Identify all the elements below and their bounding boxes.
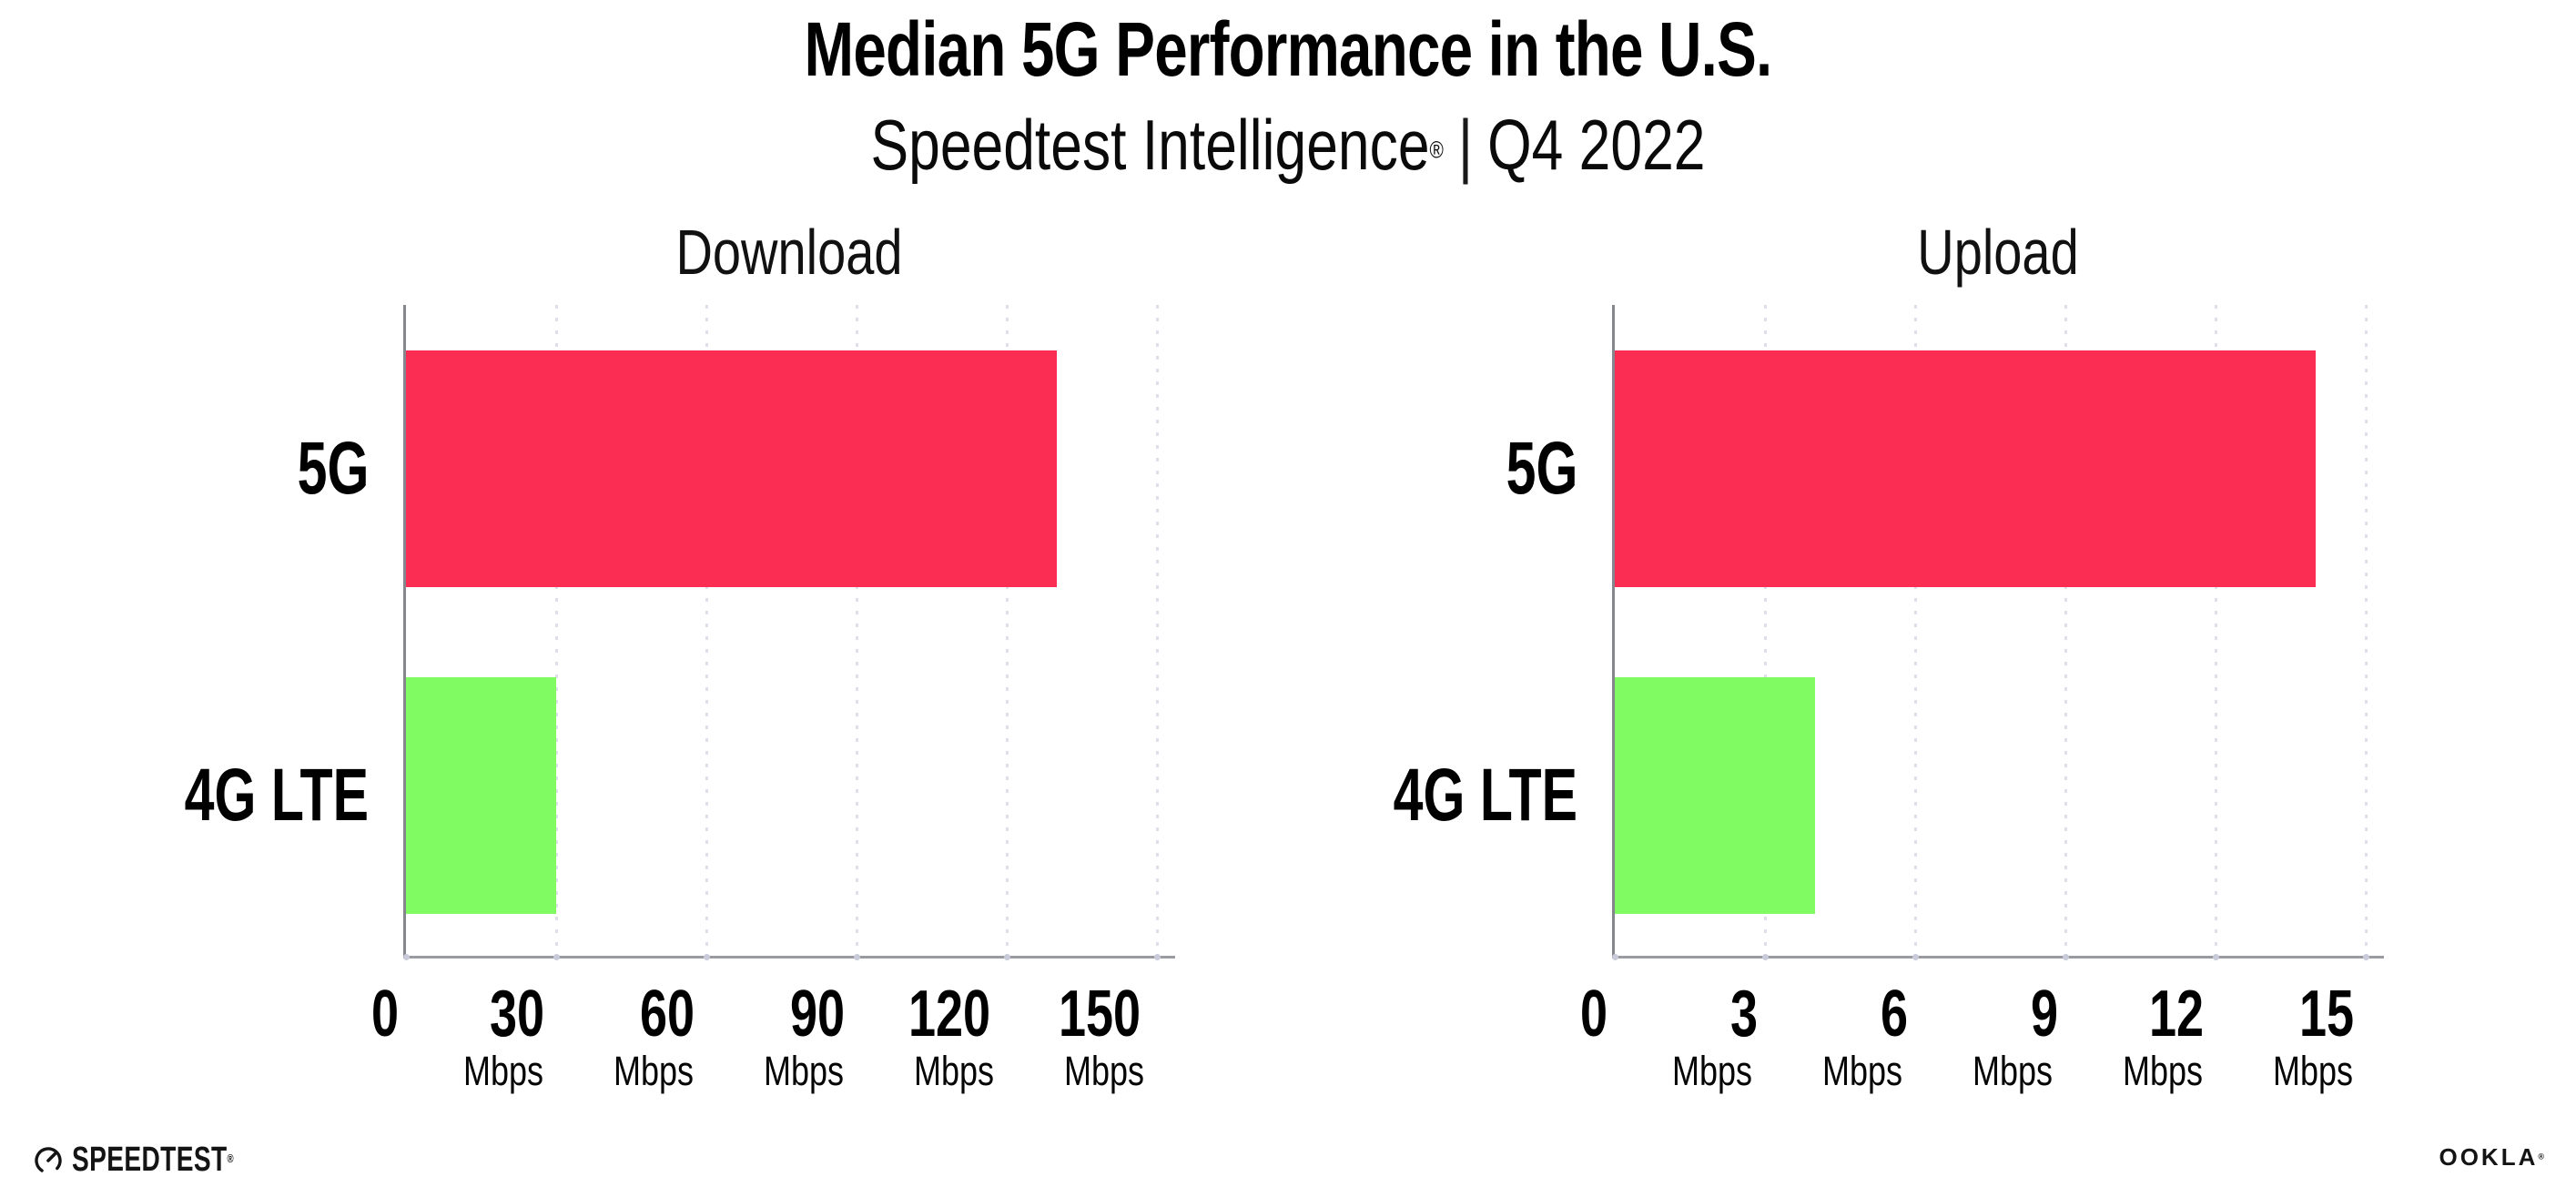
x-tick-unit: Mbps [1821,1048,1903,1094]
category-label-4g-lte: 4G LTE [1393,753,1577,837]
x-tick-unit: Mbps [2122,1048,2204,1094]
chart-title-upload: Upload [1917,217,2079,288]
x-tick-unit: Mbps [1972,1048,2054,1094]
x-tick-number: 15 [2298,978,2354,1050]
subtitle-brand: Speedtest Intelligence [870,105,1430,185]
x-tick-unit: Mbps [1671,1048,1753,1094]
speedtest-gauge-icon [35,1147,62,1174]
bar-4g-lte [406,677,556,914]
x-tick-unit: Mbps [613,1048,695,1094]
registered-trademark-icon: ® [1429,136,1444,164]
category-label-4g-lte: 4G LTE [184,753,369,837]
gridline [554,305,558,956]
axis-tick-dot [1153,954,1161,960]
x-tick-number: 150 [1058,978,1141,1050]
chart-main-title: Median 5G Performance in the U.S. [804,6,1773,92]
x-tick-number: 12 [2148,978,2204,1050]
x-tick-number: 6 [1880,978,1909,1050]
y-axis-labels: 5G 4G LTE [137,305,369,959]
category-label-5g: 5G [1506,426,1577,510]
ookla-registered-icon: ® [2538,1151,2544,1161]
plot-area-download [402,305,1175,960]
x-tick-unit: Mbps [763,1048,845,1094]
axis-tick-dot [1912,954,1919,960]
bar-5g [406,350,1057,587]
speedtest-logo: SPEEDTEST® [32,1141,290,1179]
gridline [1913,305,1917,956]
chart-panel-upload: Upload 5G 4G LTE 0 3 Mbps 6 Mbps 9 Mbps 12 Mbps 15 Mb… [1345,217,2384,1094]
ookla-logo: OOKLA® [2439,1145,2544,1169]
gridline [2064,305,2067,956]
x-tick-number: 90 [789,978,845,1050]
x-tick-number: 9 [2030,978,2059,1050]
axis-tick-dot [1003,954,1010,960]
axis-tick-dot [1761,954,1769,960]
axis-tick-dot [853,954,860,960]
x-tick-number: 30 [489,978,544,1050]
chart-subtitle: Speedtest Intelligence® | Q4 2022 [258,109,2318,180]
axis-tick-dot [2362,954,2369,960]
gridline [1763,305,1767,956]
gridline [1005,305,1009,956]
y-axis-labels: 5G 4G LTE [1345,305,1577,959]
bar-4g-lte [1615,677,1815,914]
axis-tick-dot [402,954,410,960]
subtitle-period: Q4 2022 [1487,105,1706,185]
speedtest-registered-icon: ® [227,1151,234,1165]
x-tick-unit: Mbps [913,1048,995,1094]
axis-tick-dot [2062,954,2069,960]
x-tick-number: 60 [639,978,695,1050]
category-label-5g: 5G [297,426,369,510]
axis-tick-dot [2212,954,2219,960]
chart-panel-download: Download 5G 4G LTE 0 30 Mbps 60 Mbps 90 Mbps 120 Mb… [137,217,1175,1094]
x-axis-tick-labels: 0 30 Mbps 60 Mbps 90 Mbps 120 Mbps 150 Mbps [371,961,1175,1094]
axis-tick-dot [553,954,560,960]
gridline [1155,305,1159,956]
chart-title-download: Download [675,217,903,288]
gridline [2364,305,2368,956]
gridline [855,305,858,956]
plot-area-upload [1611,305,2384,960]
axis-tick-dot [1611,954,1618,960]
subtitle-separator: | [1457,105,1474,185]
x-tick-number: 0 [370,978,400,1050]
x-tick-number: 0 [1579,978,1608,1050]
x-tick-unit: Mbps [2272,1048,2354,1094]
header: Median 5G Performance in the U.S. Speedt… [0,11,2576,180]
x-axis-tick-labels: 0 3 Mbps 6 Mbps 9 Mbps 12 Mbps 15 Mbps [1580,961,2384,1094]
x-tick-unit: Mbps [1063,1048,1145,1094]
gridline [705,305,708,956]
x-tick-number: 120 [908,978,990,1050]
x-tick-unit: Mbps [462,1048,544,1094]
bar-5g [1615,350,2316,587]
speedtest-wordmark: SPEEDTEST® [72,1141,234,1179]
axis-tick-dot [703,954,710,960]
ookla-wordmark: OOKLA [2439,1143,2539,1171]
x-tick-number: 3 [1729,978,1759,1050]
gridline [2214,305,2217,956]
